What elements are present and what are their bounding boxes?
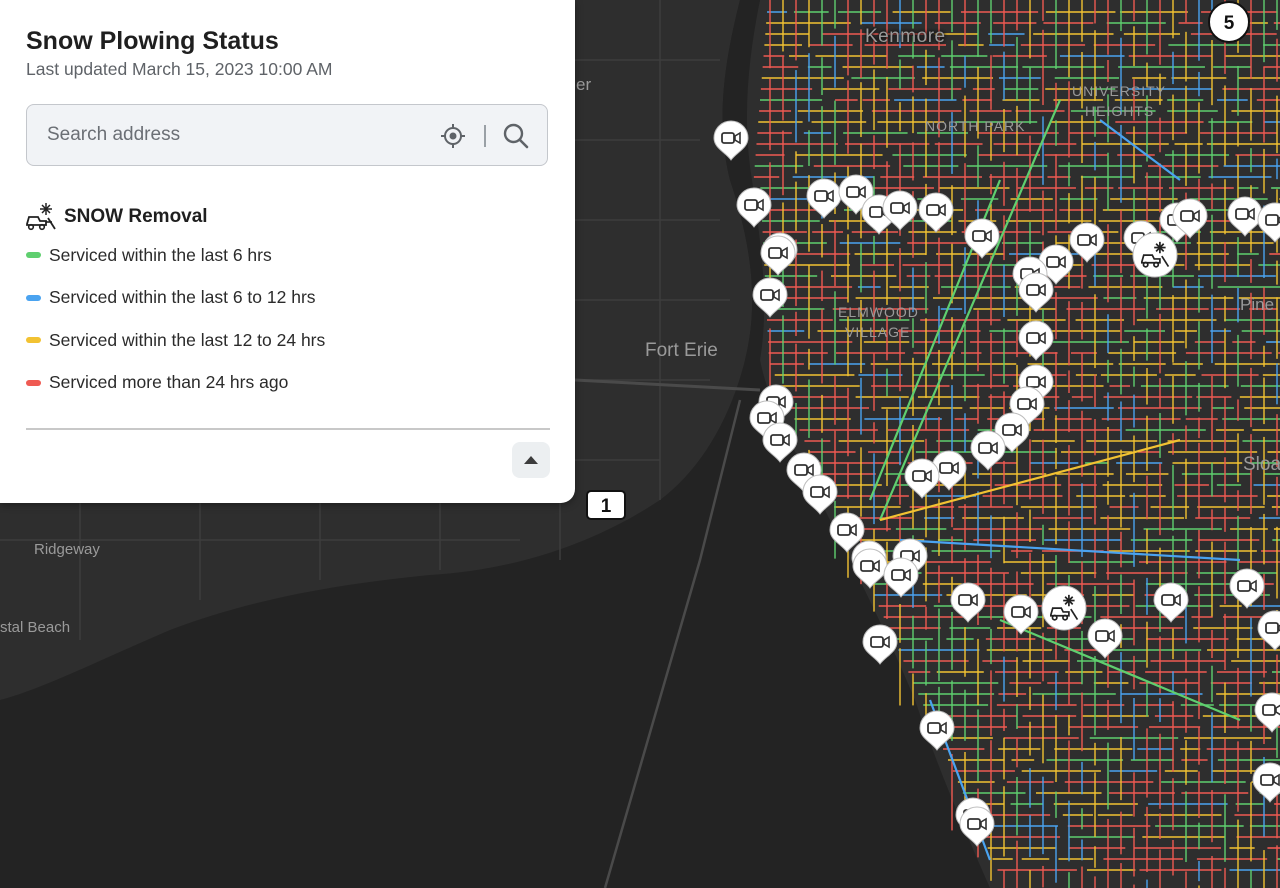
snowplow-marker[interactable] [1132,232,1178,278]
label-kenmore: Kenmore [865,26,946,47]
collapse-button[interactable] [512,442,550,478]
swatch-green [26,252,41,259]
camera-marker[interactable] [802,474,838,515]
panel-divider [26,428,550,430]
camera-marker[interactable] [1018,320,1054,361]
label-fort-erie: Fort Erie [645,340,718,361]
route-5-shield: 5 [1208,1,1250,43]
camera-marker[interactable] [919,710,955,751]
legend-label: Serviced within the last 12 to 24 hrs [49,329,326,350]
label-north-park: NORTH PARK [925,118,1026,134]
camera-marker[interactable] [1038,244,1074,285]
camera-marker[interactable] [1003,594,1039,635]
camera-marker[interactable] [1252,762,1280,803]
camera-marker[interactable] [1257,610,1280,651]
legend-title: SNOW Removal [64,206,208,227]
niagara-river [722,0,765,360]
camera-marker[interactable] [1229,568,1265,609]
route-1-shield: 1 [586,490,626,520]
label-sloan: Sloa [1243,454,1280,475]
snowplow-marker[interactable] [1041,585,1087,631]
swatch-yellow [26,337,41,344]
swatch-blue [26,294,41,301]
label-university-heights-2: HEIGHTS [1085,103,1154,119]
legend-item-blue: Serviced within the last 6 to 12 hrs [26,277,549,320]
camera-marker[interactable] [1087,618,1123,659]
camera-marker[interactable] [1172,198,1208,239]
label-university-heights: UNIVERSITY [1072,83,1166,99]
last-updated: Last updated March 15, 2023 10:00 AM [26,59,333,79]
camera-marker[interactable] [1018,272,1054,313]
camera-marker[interactable] [964,218,1000,259]
snowplow-icon [26,203,56,231]
label-pine: Pine [1240,295,1274,314]
camera-marker[interactable] [918,192,954,233]
camera-marker[interactable] [752,277,788,318]
camera-marker[interactable] [950,582,986,623]
camera-marker[interactable] [904,458,940,499]
camera-markers [713,120,1280,847]
search-icon[interactable] [501,121,531,151]
camera-marker[interactable] [1069,222,1105,263]
camera-marker[interactable] [931,450,967,491]
camera-marker[interactable] [862,624,898,665]
legend-label: Serviced within the last 6 to 12 hrs [49,287,316,308]
camera-marker[interactable] [1153,582,1189,623]
camera-marker[interactable] [829,512,865,553]
label-er: er [576,75,591,94]
camera-marker[interactable] [1257,202,1280,243]
locate-icon[interactable] [439,122,467,150]
label-ridgeway: Ridgeway [34,541,100,558]
status-panel: Snow Plowing Status Last updated March 1… [0,0,575,503]
camera-marker[interactable] [762,422,798,463]
camera-marker[interactable] [1227,196,1263,237]
camera-marker[interactable] [760,235,796,276]
camera-marker[interactable] [713,120,749,161]
legend-header: SNOW Removal [26,200,549,234]
camera-marker[interactable] [970,430,1006,471]
legend-item-yellow: Serviced within the last 12 to 24 hrs [26,319,549,362]
camera-marker[interactable] [1254,692,1280,733]
search-box [26,104,548,166]
label-crystal-beach: stal Beach [0,619,70,636]
page-title: Snow Plowing Status [26,27,279,55]
search-input[interactable] [45,119,429,151]
camera-marker[interactable] [959,806,995,847]
camera-marker[interactable] [852,548,888,589]
camera-marker[interactable] [882,190,918,231]
label-elmwood-village: ELMWOOD [838,304,919,320]
search-divider [484,125,486,147]
legend-item-green: Serviced within the last 6 hrs [26,234,549,277]
camera-marker[interactable] [883,557,919,598]
plow-markers [1041,232,1178,631]
label-elmwood-village-2: VILLAGE [845,324,910,340]
legend-item-red: Serviced more than 24 hrs ago [26,362,549,405]
swatch-red [26,379,41,386]
legend-label: Serviced within the last 6 hrs [49,244,272,265]
camera-marker[interactable] [736,187,772,228]
legend-label: Serviced more than 24 hrs ago [49,372,289,393]
